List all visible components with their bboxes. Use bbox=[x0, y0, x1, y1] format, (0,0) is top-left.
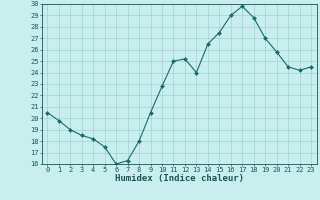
X-axis label: Humidex (Indice chaleur): Humidex (Indice chaleur) bbox=[115, 174, 244, 183]
